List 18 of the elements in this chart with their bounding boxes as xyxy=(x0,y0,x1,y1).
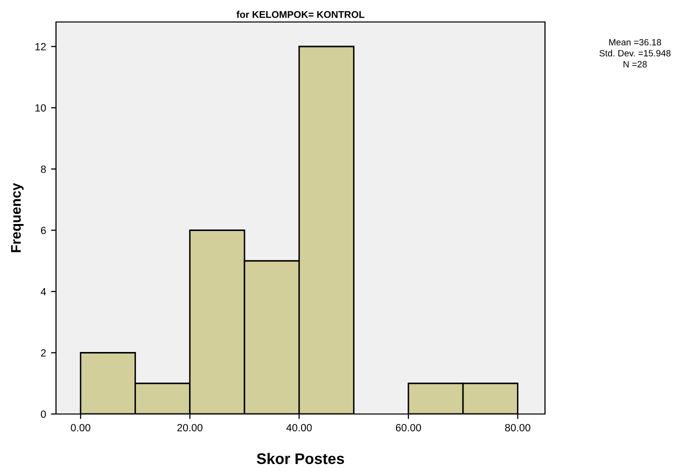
x-tick-label: 0.00 xyxy=(70,424,90,432)
x-tick-label: 20.00 xyxy=(177,424,202,432)
y-tick-label: 6 xyxy=(41,226,46,234)
y-tick-label: 12 xyxy=(35,43,46,50)
chart-title: for KELOMPOK= KONTROL xyxy=(236,10,364,18)
y-tick-label: 4 xyxy=(40,288,46,296)
text: Std. Dev. =15.948 xyxy=(599,50,671,56)
text: N =28 xyxy=(624,61,647,68)
y-tick-label: 0 xyxy=(40,410,46,418)
x-tick-label: 40.00 xyxy=(286,424,312,432)
text: Mean =36.18 xyxy=(609,39,662,46)
y-tick-label: 10 xyxy=(35,104,46,112)
y-tick-label: 8 xyxy=(40,166,46,173)
x-tick-label: 80.00 xyxy=(505,424,530,432)
y-axis-title: Frequency xyxy=(11,182,24,252)
x-tick-label: 60.00 xyxy=(396,424,422,432)
x-axis-title: Skor Postes xyxy=(256,452,344,464)
y-tick-label: 2 xyxy=(41,349,46,357)
